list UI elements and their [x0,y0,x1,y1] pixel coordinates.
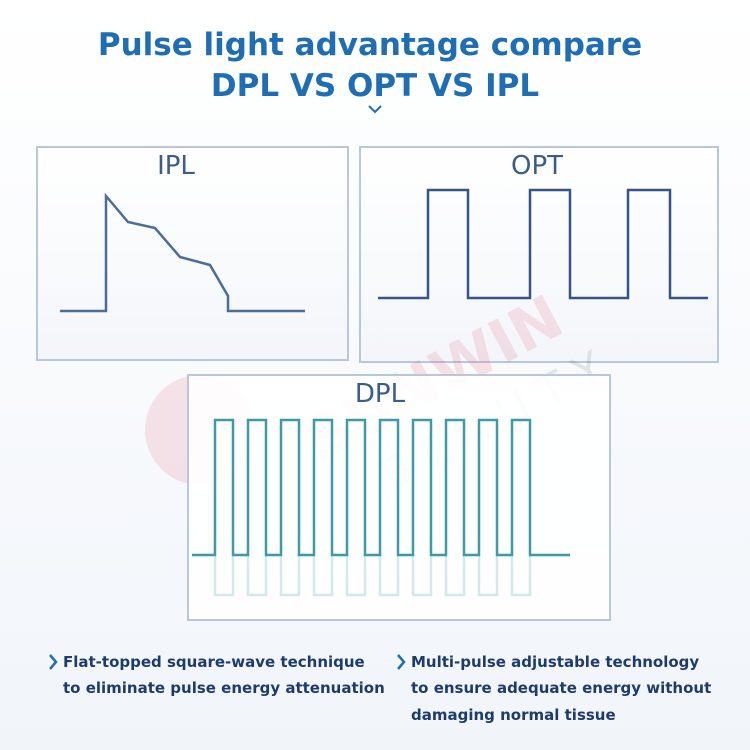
down-chevron [368,105,382,114]
panel-label: DPL [355,379,406,409]
ipl-waveform [60,192,305,313]
title: Pulse light advantage compare [98,27,642,63]
opt-panel [359,146,719,363]
feature-line: Multi-pulse adjustable technology [411,653,699,671]
dpl-waveform-group [192,418,570,597]
bullet-chevron [397,654,406,670]
ipl-panel [36,146,349,361]
panel-label: IPL [157,151,195,181]
opt-waveform [378,188,708,300]
panel-label: OPT [511,151,563,181]
feature-line: to eliminate pulse energy attenuation [63,679,385,697]
feature-line: damaging normal tissue [411,706,616,724]
subtitle: DPL VS OPT VS IPL [211,68,539,104]
feature-line: to ensure adequate energy without [411,679,711,697]
dpl-waveform [192,418,570,557]
feature-line: Flat-topped square-wave technique [63,653,365,671]
bullet-chevron [49,654,58,670]
